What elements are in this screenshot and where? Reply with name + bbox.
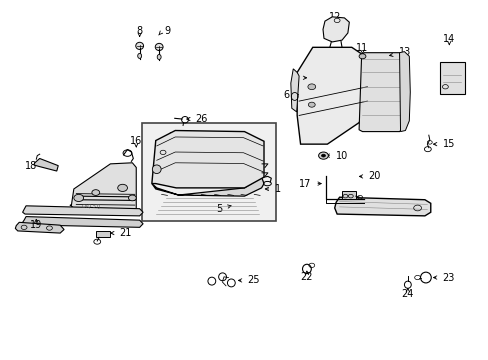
Bar xyxy=(439,62,464,94)
Ellipse shape xyxy=(136,42,143,49)
Circle shape xyxy=(358,54,365,59)
Polygon shape xyxy=(70,163,136,213)
Ellipse shape xyxy=(138,53,142,58)
Text: 14: 14 xyxy=(442,34,454,44)
Polygon shape xyxy=(22,217,143,227)
Bar xyxy=(96,231,110,237)
Polygon shape xyxy=(290,69,299,112)
Polygon shape xyxy=(334,197,430,216)
Circle shape xyxy=(128,195,136,201)
Circle shape xyxy=(318,152,328,159)
Text: 4: 4 xyxy=(159,164,164,174)
Polygon shape xyxy=(152,177,264,196)
Polygon shape xyxy=(297,47,378,144)
Polygon shape xyxy=(358,53,407,132)
Circle shape xyxy=(92,190,100,195)
Text: 16: 16 xyxy=(130,136,142,146)
Bar xyxy=(341,192,355,199)
Text: 5: 5 xyxy=(215,204,222,214)
Polygon shape xyxy=(152,131,264,188)
Text: 2: 2 xyxy=(163,148,169,158)
Circle shape xyxy=(308,102,315,107)
Text: 25: 25 xyxy=(247,275,260,285)
Text: 3: 3 xyxy=(168,132,174,142)
Circle shape xyxy=(118,184,127,192)
Text: 9: 9 xyxy=(164,26,170,36)
Bar xyxy=(142,123,276,221)
Polygon shape xyxy=(34,158,58,171)
Circle shape xyxy=(307,84,315,90)
Text: 20: 20 xyxy=(367,171,380,181)
Text: 24: 24 xyxy=(401,289,413,299)
Text: 18: 18 xyxy=(24,161,37,171)
Text: 13: 13 xyxy=(398,47,410,57)
Text: 8: 8 xyxy=(136,26,142,36)
Text: 12: 12 xyxy=(328,12,340,22)
Text: 22: 22 xyxy=(300,272,312,282)
Circle shape xyxy=(74,194,83,202)
Polygon shape xyxy=(323,17,348,42)
Text: 17: 17 xyxy=(298,179,311,189)
Text: 23: 23 xyxy=(442,273,454,283)
Ellipse shape xyxy=(155,43,163,50)
Text: 6: 6 xyxy=(283,90,289,100)
Circle shape xyxy=(321,154,325,157)
Polygon shape xyxy=(22,206,143,216)
Text: 10: 10 xyxy=(335,150,348,161)
Polygon shape xyxy=(15,222,64,233)
Ellipse shape xyxy=(157,54,161,59)
Text: 11: 11 xyxy=(356,43,368,53)
Text: 19: 19 xyxy=(30,220,42,230)
Text: 26: 26 xyxy=(195,114,208,124)
Text: OIQ 5TJ: OIQ 5TJ xyxy=(81,204,100,209)
Text: 1: 1 xyxy=(275,184,281,194)
Text: 21: 21 xyxy=(120,228,132,238)
Text: 7: 7 xyxy=(291,73,297,83)
Polygon shape xyxy=(399,51,409,132)
Ellipse shape xyxy=(152,165,161,174)
Text: 15: 15 xyxy=(442,139,454,149)
